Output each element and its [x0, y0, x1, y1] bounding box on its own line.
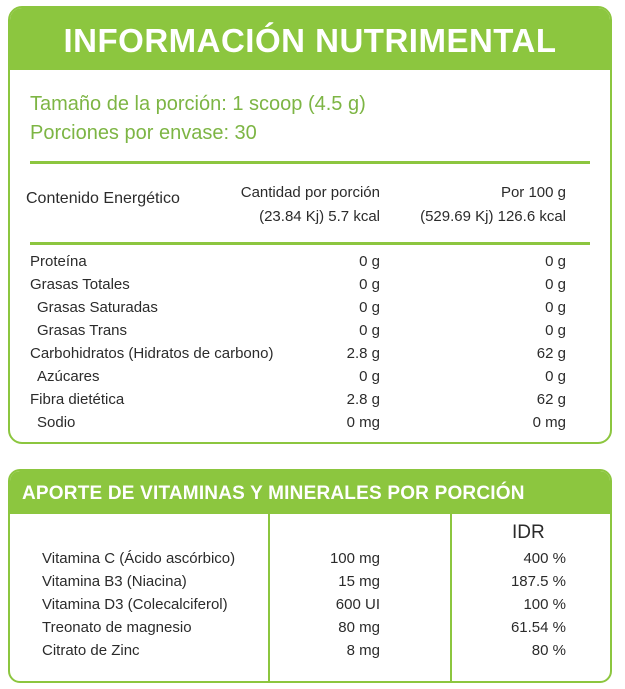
per-100g-header: Por 100 g [500, 184, 566, 201]
nutrient-row: Grasas Totales 0 g 0 g [10, 276, 610, 299]
vitamin-row: Citrato de Zinc 8 mg 80 % [10, 642, 610, 665]
nutrient-per-serving: 0 g [359, 299, 380, 316]
nutrient-per-serving: 2.8 g [346, 391, 380, 408]
nutrient-row: Fibra dietética 2.8 g 62 g [10, 391, 610, 414]
nutrient-per-100g: 62 g [536, 391, 566, 408]
nutrient-per-serving: 0 g [359, 368, 380, 385]
nutrient-row: Sodio 0 mg 0 mg [10, 414, 610, 437]
vitamin-label: Vitamina C (Ácido ascórbico) [42, 550, 236, 567]
nutrient-per-serving: 0 g [359, 322, 380, 339]
nutrient-label: Grasas Trans [37, 322, 128, 339]
nutrient-per-serving: 0 mg [346, 414, 380, 431]
column-divider [268, 514, 270, 681]
energy-label: Contenido Energético [26, 190, 180, 207]
per-serving-column-header: Cantidad por porción (23.84 Kj) 5.7 kcal [241, 181, 380, 229]
nutrient-row: Carbohidratos (Hidratos de carbono) 2.8 … [10, 345, 610, 368]
nutrient-label: Grasas Saturadas [37, 299, 158, 316]
divider-top [30, 161, 590, 164]
nutrition-header-bar: INFORMACIÓN NUTRIMENTAL [10, 8, 610, 70]
vitamin-row: Vitamina D3 (Colecalciferol) 600 UI 100 … [10, 596, 610, 619]
nutrient-label: Azúcares [37, 368, 100, 385]
vitamin-label: Citrato de Zinc [42, 642, 140, 659]
nutrient-per-100g: 62 g [536, 345, 566, 362]
per-100g-energy: (529.69 Kj) 126.6 kcal [420, 208, 566, 225]
per-serving-energy: (23.84 Kj) 5.7 kcal [259, 208, 380, 225]
vitamins-minerals-panel: APORTE DE VITAMINAS Y MINERALES POR PORC… [8, 469, 612, 683]
nutrient-per-100g: 0 g [545, 299, 566, 316]
vitamin-amount: 100 mg [329, 550, 380, 567]
vitamin-row: Vitamina C (Ácido ascórbico) 100 mg 400 … [10, 550, 610, 573]
per-serving-header: Cantidad por porción [240, 184, 380, 201]
column-divider [450, 514, 452, 681]
vitamin-row: Treonato de magnesio 80 mg 61.54 % [10, 619, 610, 642]
vitamin-row: Vitamina B3 (Niacina) 15 mg 187.5 % [10, 573, 610, 596]
nutrient-row: Grasas Saturadas 0 g 0 g [10, 299, 610, 322]
serving-size: Tamaño de la porción: 1 scoop (4.5 g) [30, 93, 366, 115]
per-100g-column-header: Por 100 g (529.69 Kj) 126.6 kcal [420, 181, 566, 229]
nutrient-per-100g: 0 g [545, 368, 566, 385]
vitamins-title: APORTE DE VITAMINAS Y MINERALES POR PORC… [22, 483, 525, 504]
nutrient-label: Grasas Totales [30, 276, 130, 293]
nutrient-label: Proteína [30, 253, 87, 270]
vitamin-idr: 61.54 % [510, 619, 566, 636]
nutrient-label: Sodio [37, 414, 76, 431]
vitamin-idr: 100 % [523, 596, 566, 613]
nutrient-per-serving: 0 g [359, 253, 380, 270]
vitamin-label: Vitamina B3 (Niacina) [42, 573, 187, 590]
vitamin-amount: 600 UI [335, 596, 380, 613]
nutrient-per-100g: 0 g [545, 253, 566, 270]
nutrient-per-serving: 2.8 g [346, 345, 380, 362]
vitamin-label: Treonato de magnesio [42, 619, 192, 636]
vitamin-label: Vitamina D3 (Colecalciferol) [42, 596, 228, 613]
nutrient-per-100g: 0 g [545, 322, 566, 339]
nutrient-label: Fibra dietética [30, 391, 125, 408]
nutrient-label: Carbohidratos (Hidratos de carbono) [30, 345, 274, 362]
vitamins-header-bar: APORTE DE VITAMINAS Y MINERALES POR PORC… [10, 471, 610, 514]
servings-per-container: Porciones por envase: 30 [30, 122, 257, 144]
vitamin-idr: 187.5 % [510, 573, 566, 590]
nutrient-per-100g: 0 g [545, 276, 566, 293]
nutrition-facts-panel: INFORMACIÓN NUTRIMENTAL Tamaño de la por… [8, 6, 612, 444]
vitamin-amount: 80 mg [338, 619, 380, 636]
nutrient-row: Grasas Trans 0 g 0 g [10, 322, 610, 345]
nutrient-row: Azúcares 0 g 0 g [10, 368, 610, 391]
vitamin-idr: 400 % [523, 550, 566, 567]
divider-middle [30, 242, 590, 245]
nutrient-per-100g: 0 mg [532, 414, 566, 431]
vitamin-amount: 15 mg [338, 573, 380, 590]
vitamin-amount: 8 mg [346, 642, 380, 659]
nutrient-per-serving: 0 g [359, 276, 380, 293]
idr-column-header: IDR [512, 522, 545, 543]
nutrient-row: Proteína 0 g 0 g [10, 253, 610, 276]
vitamin-idr: 80 % [531, 642, 566, 659]
nutrition-title: INFORMACIÓN NUTRIMENTAL [63, 22, 557, 59]
